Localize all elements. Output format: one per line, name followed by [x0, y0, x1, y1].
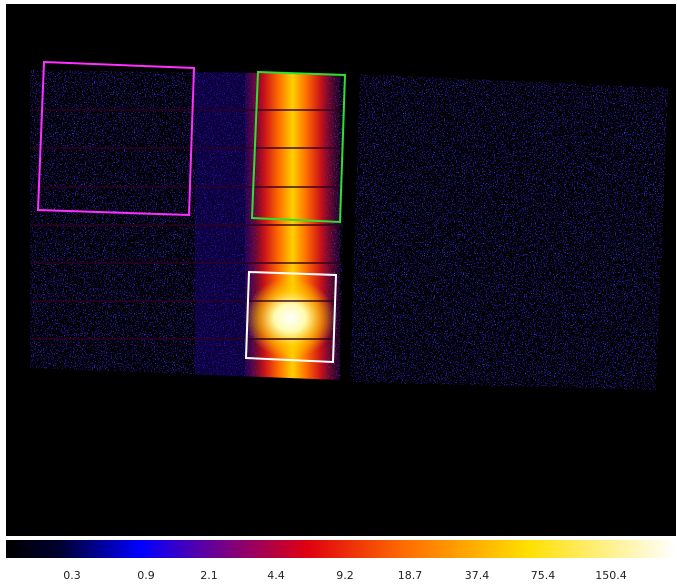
colorbar-label: 150.4 [595, 569, 627, 582]
colorbar-label: 9.2 [336, 569, 354, 582]
colorbar-label: 18.7 [398, 569, 423, 582]
colorbar-label: 4.4 [267, 569, 285, 582]
colorbar-label: 37.4 [465, 569, 490, 582]
colorbar-label: 2.1 [200, 569, 218, 582]
region-magenta[interactable] [36, 60, 196, 217]
colorbar-label: 0.9 [137, 569, 155, 582]
colorbar [6, 540, 676, 558]
detector-left [30, 70, 345, 380]
colorbar-labels: 0.3 0.9 2.1 4.4 9.2 18.7 37.4 75.4 150.4 [63, 569, 627, 582]
region-green[interactable] [250, 70, 347, 224]
colorbar-label: 75.4 [531, 569, 556, 582]
colorbar-label: 0.3 [63, 569, 81, 582]
region-white[interactable] [244, 270, 338, 364]
detector-right [350, 74, 668, 390]
